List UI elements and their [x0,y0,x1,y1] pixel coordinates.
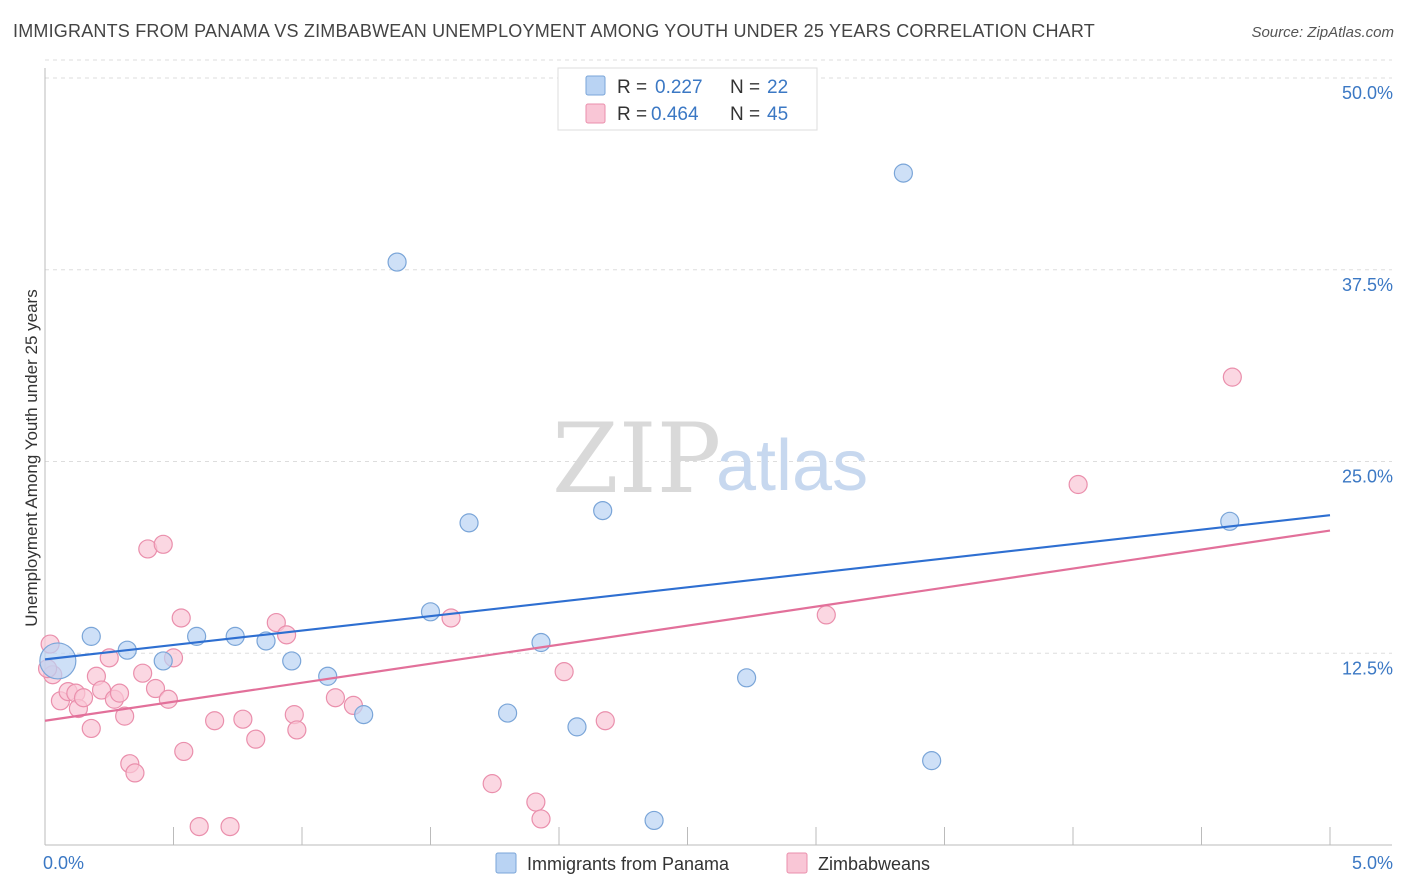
zimbabweans-point [81,718,101,739]
zimbabweans-point [171,608,191,628]
zimbabweans-point [133,663,153,683]
panama-point [153,651,173,671]
y-axis-label: Unemployment Among Youth under 25 years [22,289,41,626]
source-credit: Source: ZipAtlas.com [1251,24,1394,41]
zimbabweans-trend-line [44,529,1331,722]
zimbabweans-point [115,706,135,726]
y-tick-labels: 12.5% 25.0% 37.5% 50.0% [1342,83,1393,678]
zimbabweans-point [441,608,461,628]
panama-point [498,703,518,723]
panama-point [737,668,757,688]
legend-r-label: R = [617,104,647,125]
panama-point [459,513,479,533]
legend-n-value: 22 [767,77,788,98]
zimbabweans-point [595,711,615,731]
bottom-legend-swatch-zimbabweans [786,852,808,874]
x-tick-label: 0.0% [43,853,84,873]
y-tick-label: 12.5% [1342,658,1393,678]
zimbabweans-point [125,763,145,783]
zimbabweans-point [1222,367,1242,387]
panama-point [318,666,338,686]
panama-point [567,717,587,737]
zimbabweans-point [287,720,307,740]
top-legend: R = 0.227 N = 22 R = 0.464 N = 45 [557,67,818,131]
zimbabweans-point [325,688,346,708]
zimbabweans-point [233,709,253,729]
y-tick-label: 25.0% [1342,467,1393,487]
zimbabweans-point [174,741,194,762]
zimbabweans-point [109,683,130,703]
panama-point [420,602,441,622]
y-tick-label: 50.0% [1342,83,1393,103]
zimbabweans-point [266,612,286,633]
axes [44,68,1392,846]
bottom-legend-swatch-panama [495,852,517,874]
zimbabweans-point [153,534,173,554]
legend-swatch-panama [585,75,606,96]
zimbabweans-point [482,774,502,794]
legend-n-value: 45 [767,104,788,125]
zimbabweans-point [1068,474,1088,495]
y-tick-label: 37.5% [1342,275,1393,295]
legend-swatch-zimbabweans [585,103,606,124]
legend-r-value: 0.227 [655,77,703,98]
x-tick-label: 5.0% [1352,853,1393,873]
watermark-atlas: atlas [716,426,868,506]
panama-point [39,642,77,680]
zimbabweans-point [276,625,297,645]
legend-n-label: N = [730,104,760,125]
panama-point [354,705,374,725]
zimbabweans-point [246,729,266,749]
panama-point [922,751,942,771]
legend-r-value: 0.464 [651,104,699,125]
zimbabweans-points [37,367,1242,837]
zimbabweans-point [526,792,546,812]
panama-point [593,500,613,521]
zimbabweans-point [531,809,551,829]
bottom-legend-zimbabweans: Zimbabweans [818,854,930,874]
zimbabweans-point [145,678,166,699]
trend-lines [44,514,1331,722]
zimbabweans-point [158,689,178,709]
zimbabweans-point [73,688,94,708]
zimbabweans-point [205,711,225,731]
panama-point [81,626,101,646]
grid-lines [45,59,1392,654]
zimbabweans-point [220,816,240,837]
zimbabweans-point [816,605,836,625]
panama-point [644,810,664,831]
panama-point [256,631,276,651]
bottom-legend-panama: Immigrants from Panama [527,854,730,874]
watermark-zip: ZIP [552,403,721,515]
panama-point [893,163,913,183]
panama-trend-line [44,514,1331,661]
chart-title: IMMIGRANTS FROM PANAMA VS ZIMBABWEAN UNE… [13,21,1095,41]
zimbabweans-point [554,662,574,682]
zimbabweans-point [189,816,209,837]
legend-r-label: R = [617,77,647,98]
panama-point [282,651,302,671]
x-tick-labels: 0.0% 5.0% [43,853,1393,873]
panama-point [387,252,407,272]
legend-n-label: N = [730,77,760,98]
bottom-legend: Immigrants from Panama Zimbabweans [495,852,930,874]
